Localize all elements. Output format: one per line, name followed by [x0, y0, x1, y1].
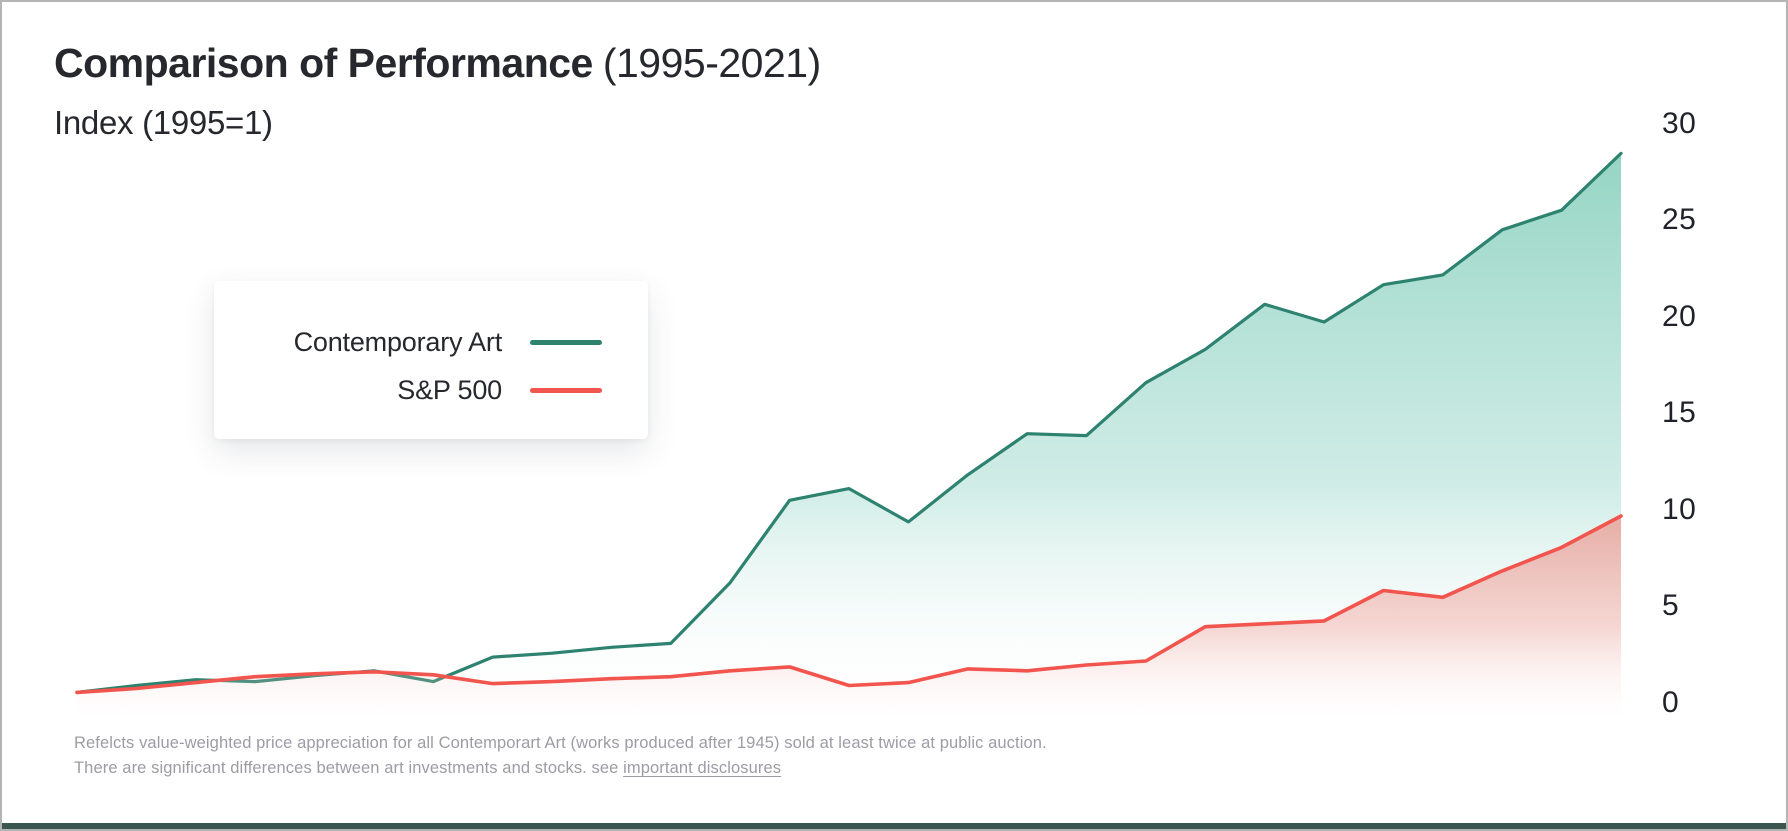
legend-swatch-sp500 — [530, 388, 602, 393]
y-tick-label: 25 — [1662, 203, 1697, 236]
sp500-line — [75, 514, 1623, 695]
y-tick-label: 15 — [1662, 396, 1697, 429]
page-title-period: (1995-2021) — [602, 40, 821, 86]
contemporary-art-area — [77, 153, 1621, 715]
legend-card: Contemporary Art S&P 500 — [214, 281, 648, 439]
footnote-line-2: There are significant differences betwee… — [74, 759, 781, 778]
y-tick-label: 30 — [1662, 107, 1697, 140]
y-tick-label: 5 — [1662, 589, 1680, 622]
legend-item-sp500: S&P 500 — [214, 373, 648, 407]
y-tick-label: 20 — [1662, 300, 1697, 333]
footnote-line-2-text: There are significant differences betwee… — [74, 759, 624, 777]
page-title: Comparison of Performance (1995-2021) — [54, 40, 821, 87]
page-title-main: Comparison of Performance — [54, 40, 593, 86]
bottom-accent-bar — [2, 823, 1786, 829]
sp500-area — [77, 516, 1621, 715]
legend-label-contemporary-art: Contemporary Art — [293, 327, 503, 357]
page-subtitle: Index (1995=1) — [54, 104, 273, 142]
y-tick-label: 10 — [1662, 493, 1697, 526]
legend-swatch-contemporary-art — [530, 340, 602, 345]
chart-header: Comparison of Performance (1995-2021) Ind… — [54, 40, 821, 142]
legend-item-contemporary-art: Contemporary Art — [214, 325, 648, 359]
legend-label-sp500: S&P 500 — [397, 375, 502, 405]
important-disclosures-link[interactable]: important disclosures — [623, 759, 782, 777]
footnote-line-1: Refelcts value-weighted price appreciati… — [74, 734, 1047, 752]
y-tick-label: 0 — [1662, 686, 1680, 719]
